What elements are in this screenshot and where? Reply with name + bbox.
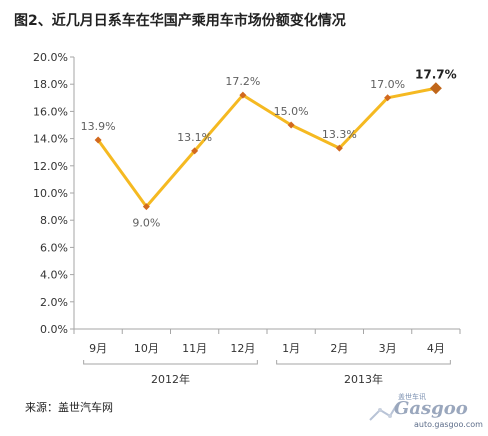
watermark-brand: Gasgoo (394, 398, 468, 419)
y-tick-label: 16.0% (33, 105, 68, 118)
group-bracket (83, 360, 258, 365)
watermark-logo-icon (369, 405, 397, 421)
source-note: 来源：盖世汽车网 (25, 401, 113, 414)
x-tick-label: 1月 (282, 342, 300, 355)
data-label: 9.0% (132, 217, 160, 230)
group-bracket (276, 360, 451, 365)
x-tick-label: 9月 (89, 342, 107, 355)
x-tick-label: 10月 (134, 342, 159, 355)
x-tick-label: 2月 (330, 342, 348, 355)
x-tick-label: 4月 (427, 342, 445, 355)
data-label: 15.0% (274, 105, 309, 118)
data-point (142, 203, 150, 211)
y-tick-label: 6.0% (40, 241, 68, 254)
x-tick-label: 3月 (379, 342, 397, 355)
y-tick-label: 0.0% (40, 323, 68, 336)
y-tick-label: 18.0% (33, 78, 68, 91)
y-tick-label: 20.0% (33, 51, 68, 64)
y-tick-label: 12.0% (33, 160, 68, 173)
y-tick-label: 8.0% (40, 214, 68, 227)
chart-title: 图2、近几月日系车在华国产乘用车市场份额变化情况 (14, 13, 346, 29)
data-label: 13.1% (177, 131, 212, 144)
y-tick-label: 4.0% (40, 269, 68, 282)
data-point (94, 136, 102, 144)
group-label: 2012年 (151, 372, 190, 386)
data-point (191, 147, 199, 155)
data-label: 17.7% (415, 67, 457, 81)
watermark-tagline: 盖世车讯 (398, 393, 426, 401)
data-point (335, 144, 343, 152)
x-tick-label: 11月 (182, 342, 207, 355)
data-label: 13.9% (81, 120, 116, 133)
data-label: 17.0% (370, 78, 405, 91)
data-point (429, 82, 442, 95)
data-point (384, 94, 392, 102)
group-label: 2013年 (344, 372, 383, 386)
y-tick-label: 14.0% (33, 133, 68, 146)
x-tick-label: 12月 (230, 342, 255, 355)
data-label: 17.2% (225, 75, 260, 88)
data-point (287, 121, 295, 129)
data-point (239, 91, 247, 99)
y-tick-label: 10.0% (33, 187, 68, 200)
gasgoo-watermark: 盖世车讯 Gasgoo auto.gasgoo.com (368, 392, 486, 432)
data-label: 13.3% (322, 128, 357, 141)
series-line (96, 86, 437, 209)
y-tick-label: 2.0% (40, 296, 68, 309)
watermark-url: auto.gasgoo.com (414, 420, 483, 429)
